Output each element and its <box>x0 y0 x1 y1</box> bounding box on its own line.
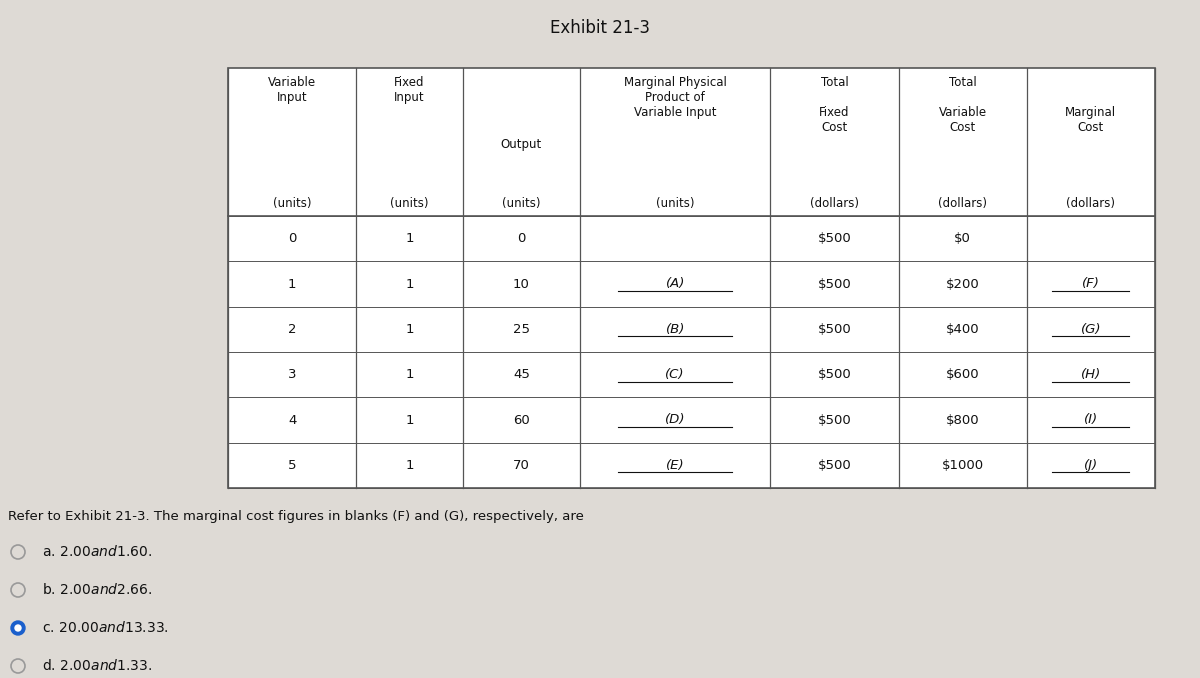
Text: b. $2.00 and $2.66.: b. $2.00 and $2.66. <box>42 582 152 597</box>
Text: (dollars): (dollars) <box>810 197 859 210</box>
Text: 2: 2 <box>288 323 296 336</box>
Text: $500: $500 <box>817 459 851 472</box>
Text: 1: 1 <box>406 368 414 381</box>
Text: (J): (J) <box>1084 459 1098 472</box>
Text: (units): (units) <box>272 197 311 210</box>
Text: (units): (units) <box>656 197 695 210</box>
Text: (units): (units) <box>390 197 428 210</box>
Text: a. $2.00 and $1.60.: a. $2.00 and $1.60. <box>42 544 152 559</box>
Circle shape <box>14 625 22 631</box>
Text: d. $2.00 and $1.33.: d. $2.00 and $1.33. <box>42 658 152 673</box>
Text: 3: 3 <box>288 368 296 381</box>
Text: Total: Total <box>821 76 848 89</box>
Text: Variable
Cost: Variable Cost <box>938 106 986 134</box>
Text: Variable
Input: Variable Input <box>268 76 316 104</box>
Text: 1: 1 <box>406 277 414 290</box>
Text: 0: 0 <box>517 232 526 245</box>
Text: $200: $200 <box>946 277 979 290</box>
Bar <box>228 68 1154 488</box>
Text: (C): (C) <box>666 368 685 381</box>
Text: 1: 1 <box>406 232 414 245</box>
Text: $400: $400 <box>946 323 979 336</box>
Text: 0: 0 <box>288 232 296 245</box>
Text: (A): (A) <box>666 277 685 290</box>
Text: Marginal
Cost: Marginal Cost <box>1066 106 1116 134</box>
Text: (F): (F) <box>1082 277 1100 290</box>
Text: (E): (E) <box>666 459 684 472</box>
Text: (G): (G) <box>1081 323 1102 336</box>
Text: 5: 5 <box>288 459 296 472</box>
Text: 60: 60 <box>514 414 529 426</box>
Text: Fixed
Cost: Fixed Cost <box>820 106 850 134</box>
Text: $500: $500 <box>817 368 851 381</box>
Text: Output: Output <box>500 138 542 151</box>
Text: (D): (D) <box>665 414 685 426</box>
Text: $500: $500 <box>817 232 851 245</box>
Text: 1: 1 <box>406 323 414 336</box>
Text: $800: $800 <box>946 414 979 426</box>
Text: (dollars): (dollars) <box>938 197 988 210</box>
Text: Marginal Physical
Product of
Variable Input: Marginal Physical Product of Variable In… <box>624 76 727 119</box>
Text: 25: 25 <box>512 323 530 336</box>
Text: 10: 10 <box>512 277 530 290</box>
Text: $500: $500 <box>817 277 851 290</box>
Text: $1000: $1000 <box>942 459 984 472</box>
Text: Total: Total <box>949 76 977 89</box>
Text: 1: 1 <box>288 277 296 290</box>
Text: 45: 45 <box>512 368 530 381</box>
Text: 1: 1 <box>406 459 414 472</box>
Text: (H): (H) <box>1081 368 1102 381</box>
Text: (B): (B) <box>666 323 685 336</box>
Text: $500: $500 <box>817 323 851 336</box>
Text: $500: $500 <box>817 414 851 426</box>
Text: (dollars): (dollars) <box>1067 197 1115 210</box>
Text: 1: 1 <box>406 414 414 426</box>
Text: $0: $0 <box>954 232 971 245</box>
Text: 70: 70 <box>512 459 530 472</box>
Text: c. $20.00 and $13.33.: c. $20.00 and $13.33. <box>42 620 169 635</box>
Text: (units): (units) <box>502 197 541 210</box>
Circle shape <box>11 621 25 635</box>
Text: Refer to Exhibit 21-3. The marginal cost figures in blanks (F) and (G), respecti: Refer to Exhibit 21-3. The marginal cost… <box>8 510 584 523</box>
Text: Exhibit 21-3: Exhibit 21-3 <box>550 19 650 37</box>
Text: Fixed
Input: Fixed Input <box>394 76 425 104</box>
Text: (I): (I) <box>1084 414 1098 426</box>
Text: 4: 4 <box>288 414 296 426</box>
Text: $600: $600 <box>946 368 979 381</box>
